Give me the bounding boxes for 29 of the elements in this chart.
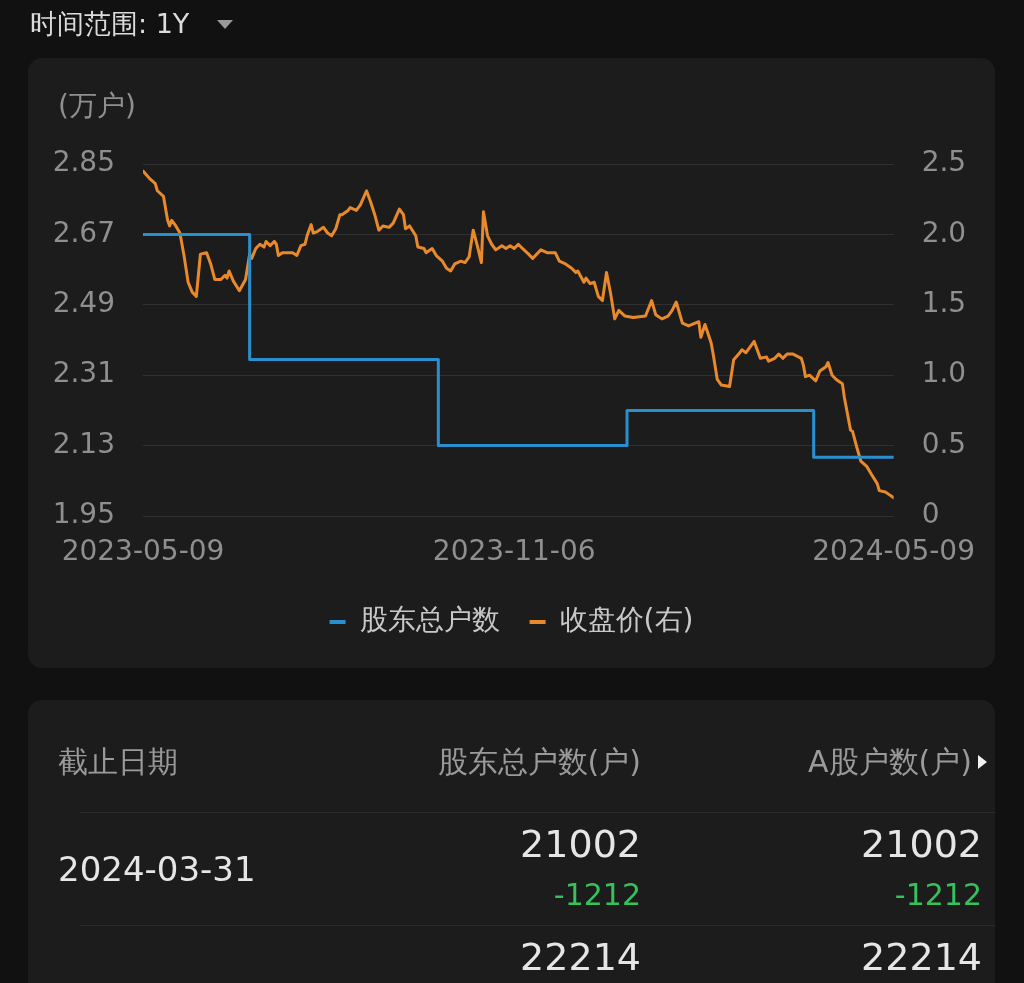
y-tick-label: 1.95 xyxy=(52,497,115,531)
y-tick-label: 2.67 xyxy=(52,215,115,249)
text: 21002 xyxy=(861,822,982,867)
y-axis-title: (万户) xyxy=(58,89,136,123)
y2-tick-label: 0 xyxy=(921,497,940,531)
text: 22214 xyxy=(520,935,641,980)
x-tick-label: 2024-05-09 xyxy=(812,534,976,568)
text: 时间范围: 1Y xyxy=(30,7,190,41)
legend-label: 收盘价(右) xyxy=(559,603,694,637)
text: 21002 xyxy=(520,822,641,867)
text: 22214 xyxy=(861,935,982,980)
y2-tick-label: 2.5 xyxy=(921,145,967,179)
y2-tick-label: 1.5 xyxy=(921,286,967,320)
y2-tick-label: 1.0 xyxy=(921,356,967,390)
text: 股东总户数(户) xyxy=(437,743,641,780)
y-tick-label: 2.85 xyxy=(52,145,115,179)
text: -1212 xyxy=(894,876,982,913)
text: 2024-03-31 xyxy=(58,849,256,890)
y-tick-label: 2.31 xyxy=(52,356,115,390)
x-tick-label: 2023-11-06 xyxy=(432,534,596,568)
y2-tick-label: 0.5 xyxy=(921,426,967,460)
text: 截止日期 xyxy=(58,743,178,780)
y-tick-label: 2.13 xyxy=(52,426,115,460)
y-tick-label: 2.49 xyxy=(52,286,115,320)
legend-label: 股东总户数 xyxy=(359,603,500,637)
text: -1212 xyxy=(553,876,641,913)
y2-tick-label: 2.0 xyxy=(921,215,967,249)
x-tick-label: 2023-05-09 xyxy=(61,534,225,568)
text: A股户数(户) xyxy=(808,743,972,780)
